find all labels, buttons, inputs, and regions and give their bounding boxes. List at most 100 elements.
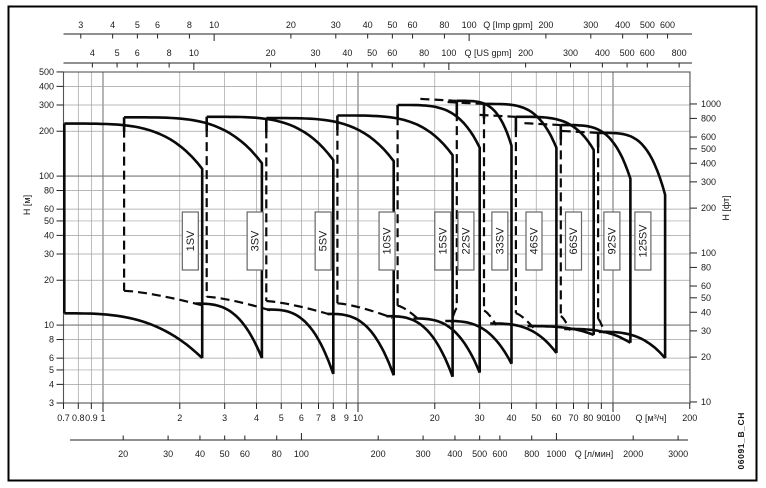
- pump-92SV-top-and-max-flow: [560, 123, 632, 343]
- pump-10SV-min-head-dashed: [266, 299, 334, 317]
- pump-label-66SV: 66SV: [564, 211, 583, 271]
- axis-top-imp-gpm: 3 4 5 6 8 10 20 30 40 50 60 80 100 200 300 400 500 600 Q […: [63, 20, 692, 41]
- pump-label-box-33SV: [491, 211, 509, 271]
- text-element: 70: [568, 413, 578, 423]
- text-element: 8: [331, 413, 336, 423]
- pump-125SV-curves: [561, 129, 667, 359]
- text-element: 125SV: [637, 224, 649, 258]
- text-element: 30: [163, 449, 173, 459]
- pump-15SV-bottom-curve: [386, 314, 454, 378]
- text-element: 400: [615, 20, 630, 30]
- pump-22SV-top-and-max-flow: [397, 103, 481, 373]
- text-element: 10: [353, 413, 363, 423]
- text-element: 50: [387, 20, 397, 30]
- text-element: 30: [311, 48, 321, 58]
- text-element: 600: [660, 20, 675, 30]
- text-element: 80: [419, 48, 429, 58]
- text-element: 50: [220, 449, 230, 459]
- pump-10SV-curves: [265, 116, 395, 376]
- axis-left-h-m: 500 400 300 200 100 80 60 50 40 30 20 10 8 6 5 4 3 H [м]: [22, 67, 64, 408]
- text-element: 20: [266, 48, 276, 58]
- text-element: 2000: [623, 449, 643, 459]
- text-element: 80: [701, 262, 711, 272]
- text-element: 40: [507, 413, 517, 423]
- text-element: 300: [416, 449, 431, 459]
- pump-92SV-curves: [524, 122, 632, 344]
- text-element: 15SV: [437, 227, 449, 255]
- pump-10SV-bottom-curve: [327, 312, 395, 376]
- pump-22SV-bottom-curve: [413, 317, 481, 374]
- text-element: 500: [472, 449, 487, 459]
- text-element: 400: [701, 158, 716, 168]
- pump-66SV-top-and-max-flow: [515, 115, 595, 335]
- text-element: 200: [371, 449, 386, 459]
- text-element: 92SV: [606, 227, 618, 255]
- pump-1SV-curves: [63, 122, 204, 360]
- pump-33SV-top-extension-dashed: [420, 97, 457, 102]
- text-element: 6: [299, 413, 304, 423]
- text-element: 500: [640, 20, 655, 30]
- text-element: 30: [331, 20, 341, 30]
- text-element: 200: [39, 126, 54, 136]
- text-element: 100: [441, 48, 456, 58]
- text-element: 60: [44, 204, 54, 214]
- pump-10SV-top-and-max-flow: [266, 116, 395, 376]
- text-element: 1000: [546, 449, 566, 459]
- pump-label-125SV: 125SV: [634, 211, 652, 271]
- text-element: 60: [240, 449, 250, 459]
- pump-22SV-min-head-dashed: [397, 304, 421, 321]
- text-element: 3000: [668, 449, 688, 459]
- text-element: 200: [701, 203, 716, 213]
- text-element: 60: [387, 48, 397, 58]
- text-element: 7: [316, 413, 321, 423]
- text-element: 400: [447, 449, 462, 459]
- pump-label-box-92SV: [603, 211, 621, 271]
- text-element: 100: [294, 449, 309, 459]
- text-element: 4: [110, 20, 115, 30]
- text-element: 2: [177, 413, 182, 423]
- text-element: 5: [279, 413, 284, 423]
- text-element: Q [м³/ч]: [636, 413, 667, 423]
- text-element: 500: [620, 48, 635, 58]
- pump-label-22SV: 22SV: [457, 211, 475, 271]
- text-element: 500: [39, 67, 54, 77]
- pump-125SV-min-head-dashed: [597, 318, 606, 334]
- text-element: 0.8: [72, 413, 85, 423]
- pump-5SV-top-and-max-flow: [206, 115, 335, 374]
- pump-66SV-top-extension-dashed: [479, 113, 516, 118]
- text-element: 1000: [701, 99, 721, 109]
- pump-22SV-curves: [396, 103, 481, 374]
- axis-bottom-m3h: 0.7 0.8 0.9 1 2 3 4 5 6 7 8 9 10 20 30 40 50 60 70 80 90 100 2…: [57, 403, 697, 423]
- pump-125SV-top-extension-dashed: [561, 129, 599, 134]
- text-element: 3: [222, 413, 227, 423]
- text-element: 40: [701, 307, 711, 317]
- pump-5SV-min-head-dashed: [206, 295, 274, 313]
- figure-border: [7, 5, 758, 482]
- text-element: 600: [701, 132, 716, 142]
- text-element: 50: [701, 293, 711, 303]
- text-element: 46SV: [529, 227, 541, 255]
- text-element: 200: [538, 20, 553, 30]
- text-element: 100: [462, 20, 477, 30]
- pump-label-46SV: 46SV: [525, 211, 543, 271]
- text-element: 6: [49, 353, 54, 363]
- text-element: 10: [701, 397, 711, 407]
- pump-labels: 1SV 3SV 5SV 10SV 15SV 22SV 33SV 46SV 66SV 92SV 125…: [181, 211, 652, 271]
- pump-33SV-min-head-dashed: [450, 307, 458, 323]
- text-element: 4: [49, 379, 54, 389]
- pump-envelopes: [63, 97, 667, 378]
- pump-1SV-bottom-curve: [64, 312, 204, 360]
- pump-15SV-min-head-dashed: [337, 302, 393, 319]
- pump-3SV-min-head-dashed: [124, 289, 202, 307]
- text-element: 200: [518, 48, 533, 58]
- text-element: 50: [531, 413, 541, 423]
- text-element: 100: [39, 171, 54, 181]
- text-element: 0.9: [85, 413, 98, 423]
- text-element: 200: [682, 413, 697, 423]
- pump-1SV-top-and-max-flow: [64, 122, 204, 359]
- text-element: 90: [596, 413, 606, 423]
- pump-5SV-curves: [205, 115, 335, 375]
- text-element: 10SV: [382, 227, 394, 255]
- axis-bottom-l-min: 20 30 40 50 60 80 100 200 300 400 500 600 800 1000 200…: [70, 433, 688, 459]
